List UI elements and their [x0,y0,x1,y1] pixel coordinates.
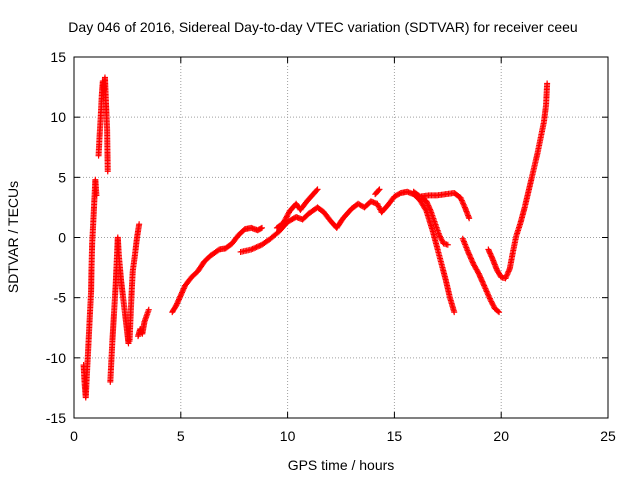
data-point [458,196,465,203]
data-point [444,241,451,248]
data-point [506,267,513,274]
data-point [93,192,100,199]
data-point [180,285,187,292]
data-point [376,186,383,193]
data-point [502,275,509,282]
data-point [425,203,432,210]
y-tick-label: 5 [58,169,66,185]
y-tick-label: -15 [46,410,66,426]
data-point [505,268,512,275]
data-point [257,225,264,232]
data-point [177,293,184,300]
data-point [178,290,185,297]
data-point [179,289,186,296]
grid [74,57,608,418]
data-point [460,201,467,208]
data-point [458,197,465,204]
data-point [174,300,181,307]
data-point [504,271,511,278]
data-point [253,244,260,251]
data-point [457,194,464,201]
x-axis-label: GPS time / hours [288,457,395,473]
data-point [249,245,256,252]
data-point [487,250,494,257]
data-point [459,198,466,205]
y-tick-label: -5 [54,290,67,306]
x-tick-label: 25 [600,428,616,444]
data-point [427,206,434,213]
data-point [252,244,259,251]
data-point [136,221,143,228]
data-point [176,295,183,302]
data-point [250,245,257,252]
data-point [425,202,432,209]
data-point [256,242,263,249]
data-point [175,297,182,304]
y-tick-label: 10 [50,109,66,125]
data-point [485,246,492,253]
data-point [488,253,495,260]
data-point [494,308,501,315]
x-tick-label: 5 [177,428,185,444]
data-point [486,249,493,256]
x-tick-label: 20 [493,428,509,444]
data-point [254,243,261,250]
data-point [248,246,255,253]
data-point [173,301,180,308]
y-tick-label: 0 [58,230,66,246]
data-point [489,254,496,261]
data-point [475,269,482,276]
data-point [460,200,467,207]
data-point [544,80,551,87]
axis-ticks: 0 5 10 15 20 25 -15 -10 -5 0 5 10 15 [46,49,616,444]
data-point [496,309,503,316]
data-point [145,306,152,313]
y-tick-label: 15 [50,49,66,65]
data-point [180,286,187,293]
data-point [466,215,473,222]
data-point [175,296,182,303]
data-point [174,299,181,306]
data-point [451,309,458,316]
data-point [487,252,494,259]
x-tick-label: 0 [70,428,78,444]
data-point [375,187,382,194]
data-point [104,168,111,175]
data-point [426,205,433,212]
data-point [424,201,431,208]
data-point [179,288,186,295]
chart-title: Day 046 of 2016, Sidereal Day-to-day VTE… [68,19,577,35]
y-tick-label: -10 [46,350,66,366]
data-point [503,272,510,279]
data-point [313,187,320,194]
data-point [504,269,511,276]
data-point [503,274,510,281]
y-axis-label: SDTVAR / TECUs [5,181,21,293]
data-point [424,199,431,206]
x-tick-label: 10 [280,428,296,444]
x-tick-label: 15 [387,428,403,444]
data-point [423,198,430,205]
data-point [314,186,321,193]
data-point [177,292,184,299]
data-point [485,247,492,254]
data-marks [80,74,551,401]
data-point [461,203,468,210]
data-point [258,224,265,231]
